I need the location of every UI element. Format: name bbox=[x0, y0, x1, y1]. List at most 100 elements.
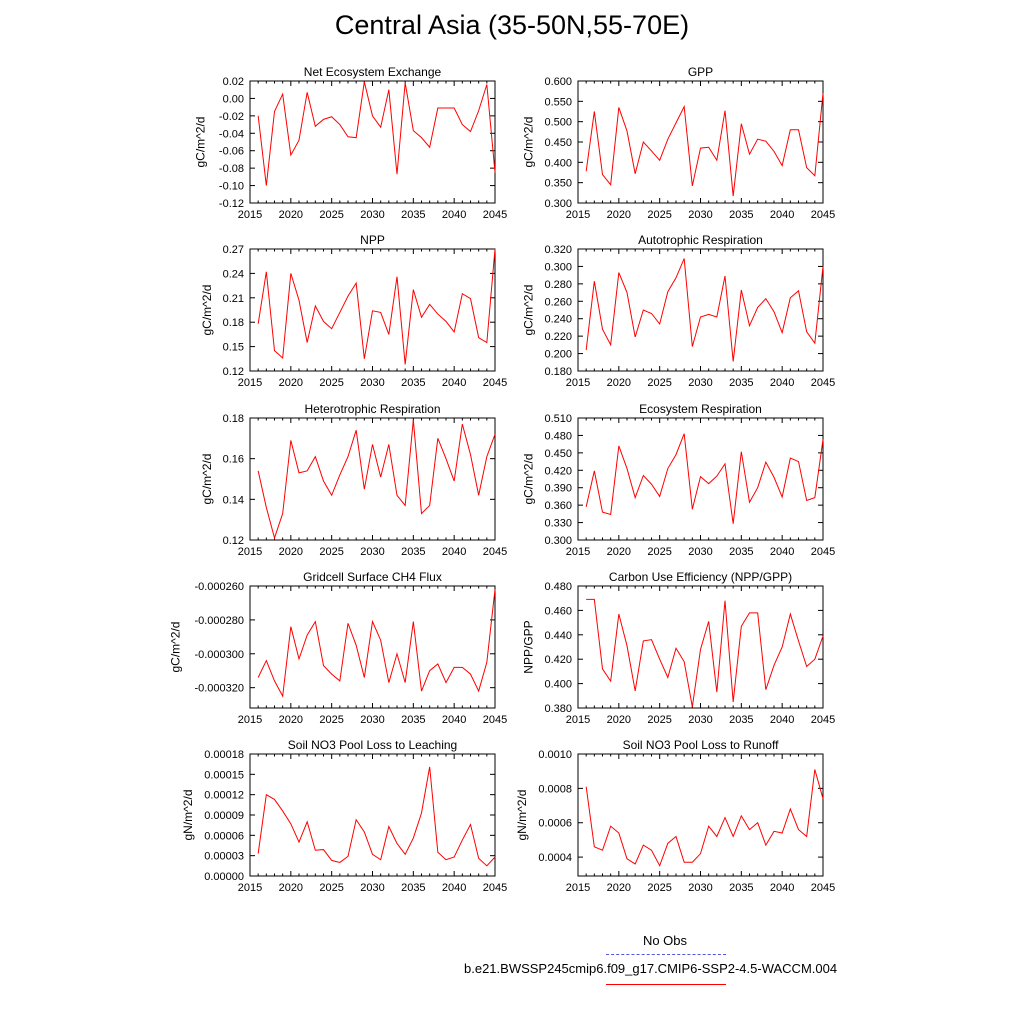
x-tick-label: 2020 bbox=[279, 882, 303, 894]
y-tick-label: 0.14 bbox=[223, 494, 244, 506]
y-tick-label: 0.480 bbox=[544, 430, 572, 442]
y-tick-label: 0.00003 bbox=[204, 851, 244, 863]
panel-title: Net Ecosystem Exchange bbox=[304, 65, 442, 79]
panel-9: Soil NO3 Pool Loss to Leaching 2015 2020 20… bbox=[181, 738, 507, 894]
panel-5: Heterotrophic Respiration 2015 2020 2025 203… bbox=[200, 402, 507, 558]
x-tick-label: 2025 bbox=[647, 377, 671, 389]
y-tick-label: 0.00000 bbox=[204, 871, 244, 883]
x-tick-label: 2015 bbox=[566, 377, 590, 389]
x-tick-label: 2045 bbox=[483, 209, 507, 221]
y-tick-label: 0.330 bbox=[544, 518, 572, 530]
y-tick-label: 0.18 bbox=[223, 413, 244, 425]
panel-title: Soil NO3 Pool Loss to Leaching bbox=[288, 738, 457, 752]
y-tick-label: -0.000280 bbox=[194, 615, 244, 627]
y-tick-label: 0.21 bbox=[223, 293, 244, 305]
panel-title: GPP bbox=[688, 65, 713, 79]
legend-obs-line bbox=[606, 954, 726, 955]
y-tick-label: 0.420 bbox=[544, 654, 572, 666]
plot-frame bbox=[577, 753, 824, 877]
panel-title: Autotrophic Respiration bbox=[638, 233, 763, 247]
series-line bbox=[585, 769, 824, 867]
x-tick-label: 2025 bbox=[647, 714, 671, 726]
x-tick-label: 2030 bbox=[360, 882, 384, 894]
x-tick-label: 2020 bbox=[607, 714, 631, 726]
y-tick-label: 0.450 bbox=[544, 448, 572, 460]
x-tick-label: 2045 bbox=[483, 377, 507, 389]
x-tick-label: 2035 bbox=[729, 714, 753, 726]
x-tick-label: 2040 bbox=[442, 546, 466, 558]
y-tick-label: 0.360 bbox=[544, 500, 572, 512]
y-tick-label: 0.280 bbox=[544, 279, 572, 291]
x-tick-label: 2035 bbox=[401, 714, 425, 726]
y-tick-label: -0.12 bbox=[219, 198, 244, 210]
y-axis-label: gC/m^2/d bbox=[200, 285, 214, 336]
y-tick-label: 0.15 bbox=[223, 342, 244, 354]
x-tick-label: 2045 bbox=[483, 546, 507, 558]
y-tick-label: 0.420 bbox=[544, 465, 572, 477]
x-tick-label: 2035 bbox=[729, 882, 753, 894]
x-tick-label: 2035 bbox=[401, 546, 425, 558]
x-tick-label: 2045 bbox=[811, 714, 835, 726]
x-tick-label: 2045 bbox=[811, 377, 835, 389]
y-tick-label: 0.440 bbox=[544, 630, 572, 642]
legend-case-line bbox=[606, 984, 726, 985]
x-tick-label: 2040 bbox=[442, 714, 466, 726]
x-tick-label: 2045 bbox=[811, 546, 835, 558]
y-tick-label: 0.12 bbox=[223, 366, 244, 378]
x-tick-label: 2035 bbox=[729, 209, 753, 221]
x-tick-label: 2020 bbox=[607, 209, 631, 221]
series-line bbox=[585, 93, 824, 197]
x-tick-label: 2025 bbox=[319, 714, 343, 726]
series-line bbox=[257, 81, 496, 186]
y-tick-label: 0.600 bbox=[544, 76, 572, 88]
plot-frame bbox=[249, 80, 496, 204]
y-tick-label: 0.400 bbox=[544, 157, 572, 169]
y-tick-label: 0.460 bbox=[544, 605, 572, 617]
x-tick-label: 2045 bbox=[483, 714, 507, 726]
y-axis-label: gC/m^2/d bbox=[522, 117, 536, 168]
x-tick-label: 2025 bbox=[647, 209, 671, 221]
x-tick-label: 2035 bbox=[401, 377, 425, 389]
x-tick-label: 2015 bbox=[566, 546, 590, 558]
panel-title: NPP bbox=[360, 233, 385, 247]
panel-8: Carbon Use Efficiency (NPP/GPP) 2015 2020 2… bbox=[522, 570, 836, 726]
x-tick-label: 2025 bbox=[647, 882, 671, 894]
series-line bbox=[257, 248, 496, 365]
x-tick-label: 2020 bbox=[279, 546, 303, 558]
x-tick-label: 2025 bbox=[319, 882, 343, 894]
series-line bbox=[586, 598, 824, 707]
y-tick-label: 0.200 bbox=[544, 349, 572, 361]
x-tick-label: 2045 bbox=[811, 882, 835, 894]
x-tick-label: 2020 bbox=[279, 377, 303, 389]
y-tick-label: 0.0006 bbox=[538, 818, 572, 830]
y-tick-label: 0.320 bbox=[544, 244, 572, 256]
y-tick-label: 0.550 bbox=[544, 96, 572, 108]
legend-obs-label: No Obs bbox=[642, 933, 688, 948]
x-tick-label: 2030 bbox=[360, 546, 384, 558]
x-tick-label: 2035 bbox=[401, 209, 425, 221]
x-tick-label: 2030 bbox=[688, 209, 712, 221]
y-tick-label: 0.00 bbox=[223, 93, 244, 105]
plot-frame bbox=[249, 585, 496, 709]
panel-title: Gridcell Surface CH4 Flux bbox=[303, 570, 442, 584]
y-tick-label: 0.260 bbox=[544, 296, 572, 308]
y-tick-label: -0.000320 bbox=[194, 683, 244, 695]
y-axis-label: NPP/GPP bbox=[522, 620, 536, 673]
y-tick-label: 0.500 bbox=[544, 117, 572, 129]
series-line bbox=[257, 589, 496, 698]
y-tick-label: -0.04 bbox=[219, 128, 244, 140]
x-tick-label: 2015 bbox=[238, 546, 262, 558]
y-tick-label: 0.450 bbox=[544, 137, 572, 149]
y-tick-label: 0.00009 bbox=[204, 810, 244, 822]
x-tick-label: 2040 bbox=[442, 209, 466, 221]
y-tick-label: 0.300 bbox=[544, 261, 572, 273]
y-tick-label: 0.180 bbox=[544, 366, 572, 378]
y-tick-label: 0.220 bbox=[544, 331, 572, 343]
x-tick-label: 2015 bbox=[238, 882, 262, 894]
panel-6: Ecosystem Respiration 2015 2020 2025 2030 203… bbox=[522, 402, 836, 558]
x-tick-label: 2030 bbox=[360, 377, 384, 389]
x-tick-label: 2030 bbox=[688, 377, 712, 389]
y-axis-label: gC/m^2/d bbox=[168, 622, 182, 673]
x-tick-label: 2025 bbox=[319, 209, 343, 221]
x-tick-label: 2035 bbox=[401, 882, 425, 894]
